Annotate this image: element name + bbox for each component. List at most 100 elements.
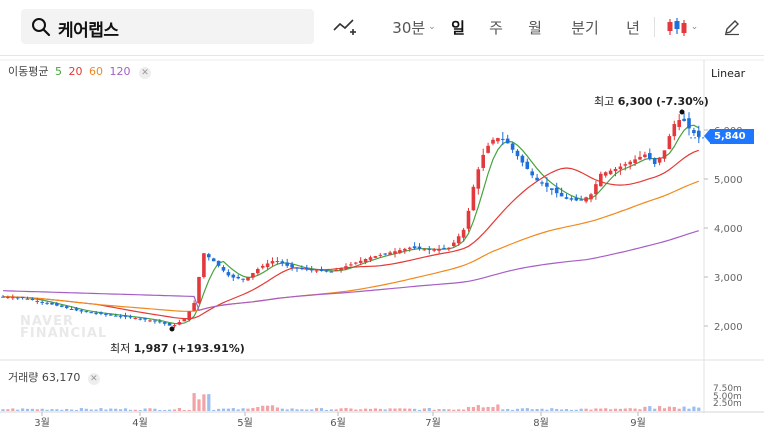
candle-body — [569, 198, 574, 200]
close-icon[interactable]: ✕ — [87, 373, 100, 385]
period-30min-button[interactable]: 30분 ⌄ — [392, 14, 436, 40]
chart-type-button[interactable]: ⌄ — [662, 14, 702, 40]
candle-body — [167, 323, 172, 326]
period-quarter-button[interactable]: 분기 — [570, 14, 600, 40]
candle-body — [290, 264, 294, 268]
candle-body — [221, 267, 226, 271]
volume-bar — [658, 406, 662, 411]
volume-bar — [481, 407, 485, 411]
candle-body — [599, 173, 603, 187]
candle-body — [148, 320, 152, 322]
candle-body — [69, 309, 74, 311]
candle-body — [559, 192, 564, 197]
volume-bar — [177, 408, 181, 411]
candle-body — [520, 155, 525, 163]
candle-body — [412, 246, 417, 249]
period-month-button[interactable]: 월 — [527, 14, 543, 40]
volume-value: 63,170 — [41, 371, 81, 384]
candle-body — [324, 270, 329, 272]
candle-body — [667, 136, 672, 150]
candle-body — [603, 172, 608, 176]
candle-body — [466, 210, 471, 229]
volume-bar — [119, 409, 123, 411]
x-tick-label: 3월 — [34, 417, 50, 429]
volume-bar — [182, 409, 186, 411]
candle-body — [407, 247, 412, 249]
moving-average-legend[interactable]: 이동평균 5 20 60 120 ✕ — [8, 63, 154, 79]
volume-bar — [662, 408, 667, 411]
y-tick-label: 4,000 — [714, 224, 743, 235]
volume-bar — [168, 409, 172, 411]
volume-tick-label: 2.50m — [713, 399, 742, 409]
period-day-button[interactable]: 일 — [450, 14, 466, 40]
volume-bar — [197, 399, 201, 411]
volume-bar — [648, 406, 652, 411]
volume-bar — [540, 408, 544, 411]
candle-body — [442, 247, 446, 249]
candle-body — [216, 260, 221, 266]
volume-bar — [349, 408, 353, 411]
volume-bar — [437, 409, 441, 411]
ma-120-line — [2, 230, 699, 312]
volume-bar — [653, 408, 657, 411]
candle-body — [25, 298, 30, 300]
draw-tool-button[interactable] — [722, 14, 742, 40]
volume-bar — [466, 407, 471, 411]
volume-bar — [324, 409, 328, 411]
volume-bar — [84, 408, 88, 411]
candle-body — [398, 250, 402, 253]
volume-bar — [270, 405, 275, 411]
scale-type-label[interactable]: Linear — [711, 67, 746, 80]
candle-body — [197, 277, 201, 304]
compare-button[interactable] — [333, 14, 357, 40]
candle-body — [349, 264, 353, 266]
candle-body — [128, 316, 133, 318]
volume-bar — [373, 408, 377, 411]
candle-body — [231, 274, 236, 278]
period-year-button[interactable]: 년 — [625, 14, 641, 40]
candle-body — [613, 168, 618, 172]
volume-bar — [99, 408, 103, 411]
candle-body — [236, 276, 240, 279]
candle-body — [505, 138, 510, 144]
toolbar-divider — [654, 17, 655, 37]
volume-bar — [30, 408, 34, 411]
volume-title: 거래량 — [8, 371, 39, 384]
volume-bar — [383, 409, 387, 411]
candle-body — [579, 199, 583, 201]
candle-body — [133, 318, 138, 320]
candle-body — [172, 324, 177, 327]
candle-body — [40, 301, 44, 303]
volume-bar — [560, 409, 564, 411]
volume-bar — [187, 409, 191, 411]
candle-body — [177, 322, 182, 325]
low-price-annotation: 최저 1,987 (+193.91%) — [110, 340, 245, 356]
candle-body — [476, 169, 481, 189]
candle-body — [682, 118, 686, 121]
candle-body — [515, 150, 520, 157]
volume-legend[interactable]: 거래량 63,170 ✕ — [8, 369, 100, 385]
volume-bar — [315, 408, 319, 411]
search-value[interactable]: 케어랩스 — [58, 21, 119, 41]
candle-body — [329, 271, 334, 273]
candle-body — [427, 248, 432, 250]
volume-bar — [1, 409, 5, 411]
volume-bar — [594, 408, 598, 411]
volume-bar — [422, 408, 426, 411]
volume-bar — [79, 408, 83, 411]
period-30min-label: 30분 — [392, 18, 426, 37]
volume-bar — [60, 409, 64, 411]
volume-bar — [172, 409, 177, 411]
volume-bar — [339, 408, 343, 411]
ma-60-label: 60 — [88, 65, 103, 78]
volume-bar — [40, 408, 44, 411]
close-icon[interactable]: ✕ — [138, 67, 151, 79]
period-week-button[interactable]: 주 — [488, 14, 504, 40]
stock-search-box[interactable]: 케어랩스 — [21, 9, 314, 44]
candle-body — [339, 268, 343, 271]
candle-body — [564, 197, 569, 199]
volume-bar — [74, 409, 79, 411]
volume-bar — [687, 408, 691, 411]
pencil-icon — [725, 20, 739, 36]
